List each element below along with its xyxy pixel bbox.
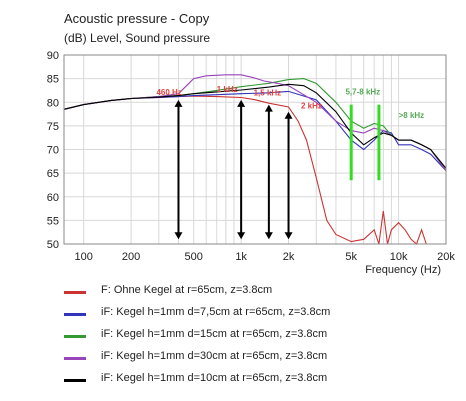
legend-swatch <box>64 357 86 360</box>
legend-swatch <box>64 313 86 316</box>
x-tick-label: 200 <box>122 251 140 263</box>
legend-label: F: Ohne Kegel at r=65cm, z=3.8cm <box>101 284 273 296</box>
x-tick-label: 1k <box>235 251 247 263</box>
annotation-label: 5,7-8 kHz <box>345 88 380 97</box>
x-tick-label: 5k <box>345 251 357 263</box>
y-tick-label: 50 <box>47 239 59 251</box>
arrow-head-up <box>174 99 183 107</box>
annotation-label: 1,5 kHz <box>254 89 282 98</box>
arrow-head-down <box>284 232 293 240</box>
legend-swatch <box>64 291 86 294</box>
x-tick-labels: 100 200 500 1k 2k 5k 10k 20k <box>74 251 455 263</box>
annotation-label: 460 Hz <box>156 88 181 97</box>
chart-title: Acoustic pressure - Copy <box>64 11 210 26</box>
annotation-label: 1 kHz <box>217 85 238 94</box>
y-tick-label: 90 <box>47 50 59 62</box>
y-tick-label: 85 <box>47 74 59 86</box>
series-layer <box>63 74 447 245</box>
legend-label: iF: Kegel h=1mm d=30cm at r=65cm, z=3.8c… <box>101 350 328 362</box>
x-axis-label: Frequency (Hz) <box>365 264 441 276</box>
legend-label: iF: Kegel h=1mm d=15cm at r=65cm, z=3.8c… <box>101 328 328 340</box>
y-tick-label: 60 <box>47 192 59 204</box>
x-tick-label: 2k <box>283 251 295 263</box>
legend-swatch <box>64 335 86 338</box>
annotation-label: 2 kHz <box>301 101 322 110</box>
x-tick-label: 500 <box>185 251 203 263</box>
y-tick-label: 70 <box>47 145 59 157</box>
arrow-head-down <box>174 232 183 240</box>
overlay-layer: 460 Hz 1 kHz 1,5 kHz 2 kHz 5,7-8 kHz >8 kHz <box>156 85 425 240</box>
series-line <box>63 83 447 169</box>
arrow-head-up <box>237 99 246 107</box>
y-axis-label: (dB) Level, Sound pressure <box>64 31 211 45</box>
y-tick-label: 75 <box>47 121 59 133</box>
plot-frame <box>63 54 447 245</box>
arrow-head-down <box>237 232 246 240</box>
legend-swatch <box>64 379 86 382</box>
x-tick-label: 10k <box>390 251 408 263</box>
y-tick-label: 65 <box>47 168 59 180</box>
y-tick-label: 55 <box>47 215 59 227</box>
legend-label: iF: Kegel h=1mm d=10cm at r=65cm, z=3.8c… <box>101 372 328 384</box>
grid-layer <box>64 54 447 245</box>
y-tick-label: 80 <box>47 97 59 109</box>
x-tick-label: 100 <box>74 251 92 263</box>
arrow-head-down <box>264 232 273 240</box>
arrow-head-up <box>284 111 293 119</box>
y-tick-labels: 90 85 80 75 70 65 60 55 50 <box>47 50 59 251</box>
arrow-head-up <box>264 104 273 112</box>
annotation-label: >8 kHz <box>399 111 425 120</box>
x-tick-label: 20k <box>437 251 455 263</box>
legend-label: iF: Kegel h=1mm d=7,5cm at r=65cm, z=3.8… <box>101 306 331 318</box>
